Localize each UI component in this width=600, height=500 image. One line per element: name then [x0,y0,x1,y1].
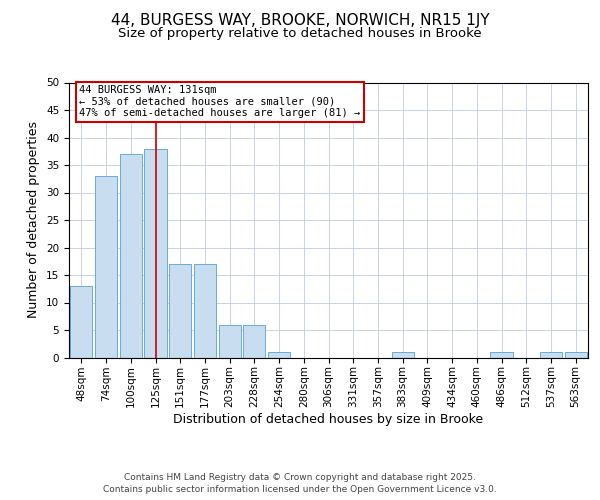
Bar [95,176,117,358]
Bar [218,324,241,358]
X-axis label: Distribution of detached houses by size in Brooke: Distribution of detached houses by size … [173,413,484,426]
Bar [70,286,92,358]
Text: Contains HM Land Registry data © Crown copyright and database right 2025.: Contains HM Land Registry data © Crown c… [124,472,476,482]
Bar [194,264,216,358]
Bar [540,352,562,358]
Bar [490,352,512,358]
Y-axis label: Number of detached properties: Number of detached properties [28,122,40,318]
Bar [145,148,167,358]
Text: 44 BURGESS WAY: 131sqm
← 53% of detached houses are smaller (90)
47% of semi-det: 44 BURGESS WAY: 131sqm ← 53% of detached… [79,85,361,118]
Text: Contains public sector information licensed under the Open Government Licence v3: Contains public sector information licen… [103,485,497,494]
Text: 44, BURGESS WAY, BROOKE, NORWICH, NR15 1JY: 44, BURGESS WAY, BROOKE, NORWICH, NR15 1… [110,12,490,28]
Text: Size of property relative to detached houses in Brooke: Size of property relative to detached ho… [118,28,482,40]
Bar [243,324,265,358]
Bar [268,352,290,358]
Bar [169,264,191,358]
Bar [119,154,142,358]
Bar [565,352,587,358]
Bar [392,352,414,358]
